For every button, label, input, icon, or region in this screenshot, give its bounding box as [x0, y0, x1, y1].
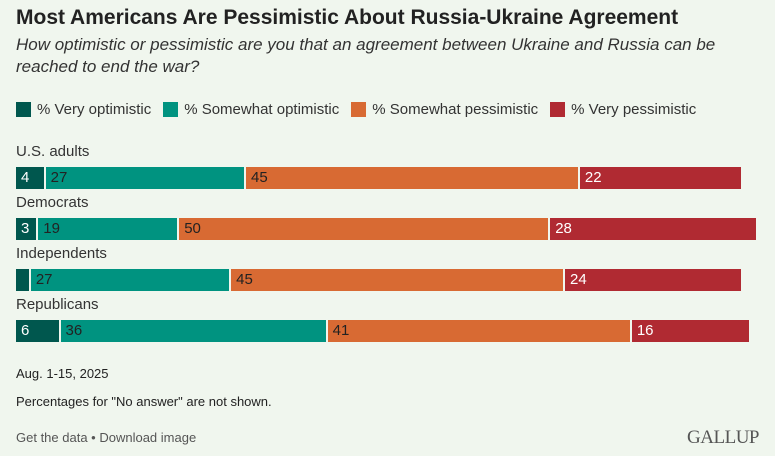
bar-segment	[16, 269, 31, 291]
bar-segment: 19	[38, 218, 180, 240]
data-label: 3	[21, 220, 30, 237]
data-label: 27	[50, 169, 68, 186]
bar-segment: 41	[327, 320, 632, 342]
bar-segment: 24	[565, 269, 744, 291]
stacked-bar: 4 27 45 22	[16, 167, 744, 189]
data-label: 50	[184, 220, 201, 237]
data-label: 45	[236, 271, 253, 288]
data-label: 22	[584, 169, 602, 186]
date-note: Aug. 1-15, 2025	[16, 366, 109, 381]
legend-swatch	[550, 102, 566, 117]
legend-item: % Somewhat optimistic	[163, 101, 339, 118]
legend-label: % Very pessimistic	[571, 101, 697, 118]
chart-title: Most Americans Are Pessimistic About Rus…	[16, 6, 679, 29]
stacked-bar: 27 45 24	[16, 269, 744, 291]
bar-segment: 3	[16, 218, 39, 240]
bar-segment: 6	[16, 320, 61, 342]
data-label: 24	[570, 271, 587, 288]
get-data-link[interactable]: Get the data	[16, 430, 88, 445]
chart-subtitle: How optimistic or pessimistic are you th…	[16, 35, 716, 76]
bar-segment: 45	[246, 167, 580, 189]
footer-links: Get the data • Download image	[16, 430, 196, 445]
legend-item: % Somewhat pessimistic	[351, 101, 538, 118]
bar-segment: 4	[16, 167, 46, 189]
legend-swatch	[351, 102, 367, 117]
bar-segment: 27	[45, 167, 246, 189]
legend-label: % Somewhat pessimistic	[372, 101, 539, 118]
data-label: 41	[332, 322, 350, 339]
data-label: 36	[65, 322, 83, 339]
legend: % Very optimistic % Somewhat optimistic % …	[16, 101, 696, 118]
gallup-logo: GALLUP	[687, 427, 759, 448]
bar-segment: 36	[60, 320, 328, 342]
bar-segment: 22	[579, 167, 744, 189]
category-label: Independents	[16, 245, 107, 262]
category-label: U.S. adults	[16, 143, 90, 160]
data-label: 45	[251, 169, 268, 186]
category-label: Democrats	[16, 194, 89, 211]
data-label: 27	[35, 271, 53, 288]
separator: •	[87, 430, 100, 445]
legend-swatch	[16, 102, 31, 117]
data-label: 28	[555, 220, 572, 237]
stacked-bar: 6 36 41 16	[16, 320, 751, 342]
legend-item: % Very optimistic	[16, 101, 151, 118]
data-label: 16	[636, 322, 654, 339]
data-label: 19	[43, 220, 60, 237]
bar-segment: 27	[30, 269, 232, 291]
bar-segment: 28	[550, 218, 758, 240]
legend-swatch	[163, 102, 179, 117]
legend-label: % Somewhat optimistic	[184, 101, 340, 118]
bar-segment: 50	[179, 218, 551, 240]
data-label: 6	[21, 322, 30, 339]
data-label: 4	[21, 169, 30, 186]
bar-segment: 16	[631, 320, 751, 342]
stacked-bar: 3 19 50 28	[16, 218, 758, 240]
download-image-link[interactable]: Download image	[99, 430, 197, 445]
footnote: Percentages for "No answer" are not show…	[16, 394, 272, 409]
bar-segment: 45	[231, 269, 566, 291]
legend-label: % Very optimistic	[37, 101, 152, 118]
legend-item: % Very pessimistic	[550, 101, 696, 118]
category-label: Republicans	[16, 296, 99, 313]
